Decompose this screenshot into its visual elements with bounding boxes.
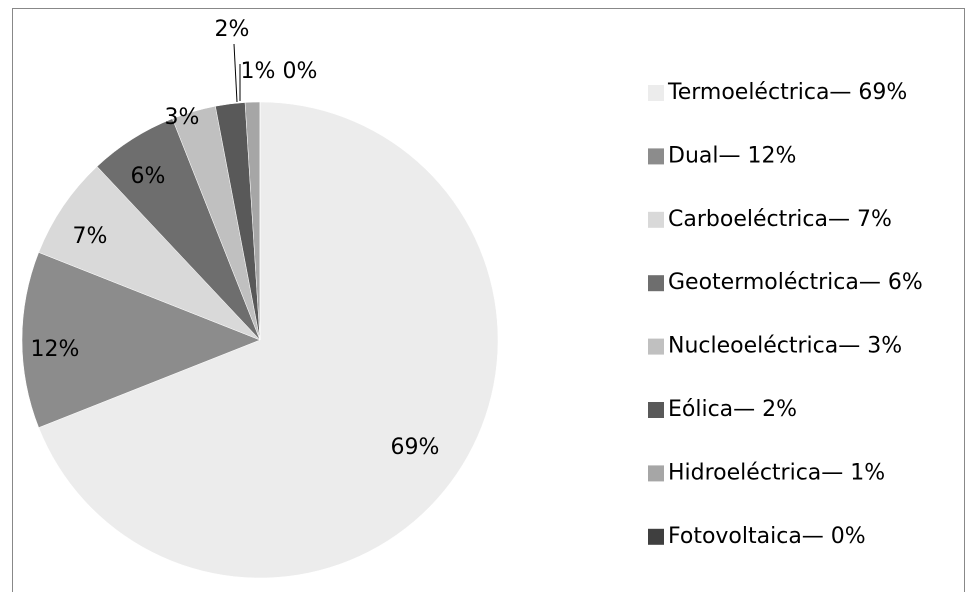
data-label: 1%: [241, 59, 276, 84]
data-label: 2%: [215, 17, 250, 42]
legend-swatch: [648, 85, 664, 101]
data-label: 3%: [165, 105, 200, 130]
legend-label: Eólica— 2%: [668, 397, 797, 422]
legend-label: Carboeléctrica— 7%: [668, 207, 892, 232]
legend-swatch: [648, 465, 664, 482]
legend-label: Termoeléctrica— 69%: [667, 80, 907, 105]
legend-swatch: [648, 148, 664, 165]
legend-label: Nucleoeléctrica— 3%: [668, 334, 902, 359]
legend-label: Hidroeléctrica— 1%: [668, 460, 885, 485]
data-label: 7%: [73, 224, 108, 249]
legend-label: Geotermoléctrica— 6%: [668, 270, 923, 295]
legend-label: Dual— 12%: [668, 143, 796, 168]
data-label: 6%: [131, 164, 166, 189]
legend-swatch: [648, 211, 664, 228]
legend-swatch: [648, 338, 664, 355]
data-label: 12%: [31, 337, 80, 362]
data-label: 0%: [283, 59, 318, 84]
legend-swatch: [648, 275, 664, 292]
pie-slice: [38, 101, 499, 579]
leader-line: [233, 43, 238, 103]
pie-slice: [21, 252, 261, 428]
legend-swatch: [648, 528, 664, 545]
data-label: 69%: [391, 435, 440, 460]
legend-label: Fotovoltaica— 0%: [668, 524, 866, 549]
pie-slice: [38, 166, 261, 341]
legend-swatch: [648, 402, 664, 418]
